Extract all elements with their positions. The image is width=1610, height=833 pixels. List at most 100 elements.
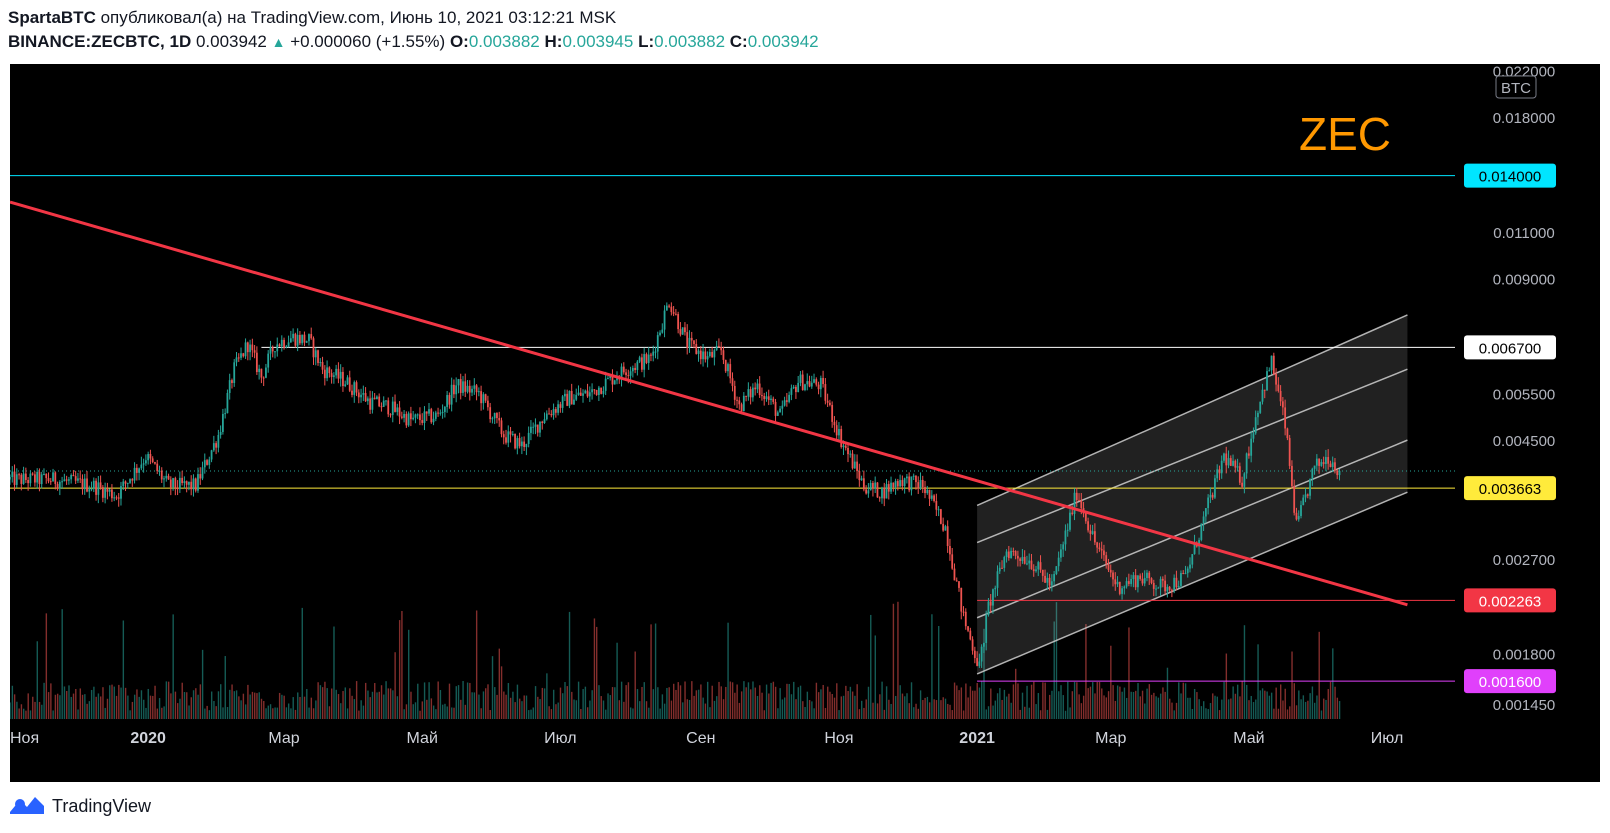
- candle-body: [826, 400, 829, 403]
- x-tick-label: Сен: [686, 730, 715, 747]
- volume-bar: [430, 698, 433, 719]
- candle-body: [1157, 587, 1160, 589]
- x-tick-label: 2020: [130, 730, 166, 747]
- candle-body: [1030, 560, 1033, 570]
- candle-body: [1329, 463, 1332, 468]
- candle-body: [1327, 457, 1330, 464]
- volume-bar: [1221, 699, 1223, 719]
- volume-bar: [1332, 648, 1334, 719]
- candle-body: [625, 372, 627, 376]
- candle-body: [781, 405, 784, 409]
- candle-body: [1089, 530, 1092, 534]
- volume-bar: [829, 691, 831, 719]
- volume-bar: [364, 682, 367, 719]
- volume-bar: [845, 685, 847, 719]
- candle-body: [310, 334, 313, 339]
- volume-bar: [935, 700, 938, 719]
- candle-body: [1250, 438, 1253, 456]
- candle-body: [144, 460, 147, 464]
- candle-body: [514, 433, 516, 449]
- volume-bar: [571, 691, 573, 719]
- volume-bar: [389, 688, 392, 719]
- candle-body: [34, 474, 36, 483]
- candle-body: [1146, 572, 1148, 579]
- volume-bar: [1250, 695, 1252, 719]
- candle-body: [532, 426, 535, 428]
- candle-body: [67, 479, 70, 481]
- candle-body: [928, 489, 931, 499]
- volume-bar: [888, 699, 890, 719]
- candle-body: [819, 377, 822, 390]
- candle-body: [1216, 469, 1219, 479]
- candle-body: [274, 351, 276, 353]
- candle-body: [776, 412, 779, 416]
- volume-bar: [1286, 709, 1289, 719]
- candle-body: [475, 385, 478, 393]
- candle-body: [1046, 577, 1049, 583]
- volume-bar: [652, 689, 655, 719]
- candle-body: [810, 382, 813, 387]
- volume-bar: [491, 656, 494, 719]
- volume-bar: [516, 684, 519, 719]
- volume-bar: [1105, 697, 1108, 719]
- volume-bar: [727, 622, 729, 719]
- volume-bar: [129, 710, 131, 719]
- volume-bar: [244, 704, 247, 719]
- candle-body: [944, 526, 947, 531]
- candle-body: [1141, 578, 1144, 584]
- candle-body: [126, 482, 129, 484]
- volume-bar: [709, 707, 711, 719]
- candle-body: [708, 351, 711, 357]
- author-name[interactable]: SpartaBTC: [8, 8, 96, 27]
- candle-body: [117, 497, 120, 499]
- candle-body: [194, 478, 197, 491]
- candle-body: [629, 371, 632, 376]
- volume-bar: [1085, 624, 1087, 719]
- volume-bar: [729, 681, 732, 719]
- candle-body: [1331, 462, 1334, 468]
- tradingview-brand[interactable]: TradingView: [52, 795, 152, 816]
- candle-body: [738, 400, 741, 405]
- chart-area[interactable]: ZEC 0.022000 0.018000 0.011000 0.009000 0.005…: [9, 63, 1600, 782]
- candle-body: [423, 411, 426, 423]
- candle-body: [414, 414, 417, 418]
- candle-body: [1125, 581, 1128, 587]
- candle-body: [561, 396, 564, 408]
- candle-body: [210, 450, 213, 460]
- candle-body: [409, 413, 412, 420]
- volume-bar: [247, 684, 249, 719]
- candle-body: [376, 396, 378, 400]
- candle-body: [77, 478, 79, 481]
- tradingview-logo-icon[interactable]: [8, 792, 46, 821]
- candle-body: [754, 387, 757, 390]
- candle-body: [573, 399, 575, 405]
- volume-bar: [405, 704, 408, 719]
- volume-bar: [505, 694, 507, 719]
- candle-body: [450, 384, 453, 405]
- volume-bar: [894, 695, 897, 719]
- volume-bar: [804, 707, 806, 719]
- volume-bar: [1144, 703, 1146, 719]
- volume-bar: [974, 690, 976, 719]
- volume-bar: [743, 681, 745, 719]
- candle-body: [149, 454, 152, 459]
- candle-body: [600, 387, 603, 394]
- volume-bar: [201, 649, 204, 719]
- volume-bar: [573, 699, 575, 719]
- candle-body: [56, 483, 59, 489]
- volume-bar: [770, 682, 772, 719]
- volume-bar: [77, 709, 79, 719]
- candle-body: [924, 487, 926, 494]
- price-chart[interactable]: ZEC0.0220000.0180000.0110000.0090000.005…: [9, 63, 1600, 782]
- candle-body: [674, 313, 677, 315]
- volume-bar: [593, 618, 596, 719]
- volume-bar: [1164, 691, 1166, 719]
- volume-bar: [779, 688, 781, 719]
- candle-body: [22, 473, 25, 484]
- volume-bar: [1323, 698, 1325, 719]
- volume-bar: [439, 690, 442, 719]
- volume-bar: [1024, 706, 1026, 719]
- candle-body: [237, 357, 240, 359]
- volume-bar: [297, 692, 299, 719]
- candle-body: [299, 334, 301, 344]
